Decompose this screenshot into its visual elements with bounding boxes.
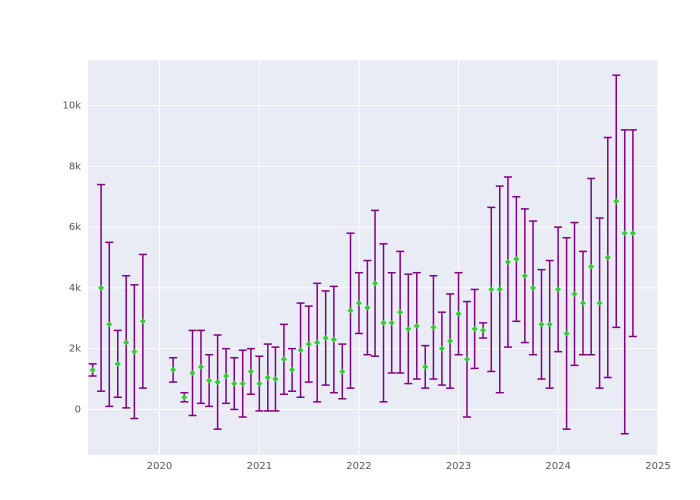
svg-text:10k: 10k [62,101,81,112]
svg-text:2023: 2023 [446,461,471,472]
svg-text:2020: 2020 [147,461,172,472]
svg-text:8k: 8k [69,161,81,172]
chart-container: 0 2k 4k 6k 8k 10k 2020 2021 2022 2023 2024 2025 [0,0,700,500]
svg-text:4k: 4k [69,283,81,294]
svg-text:2022: 2022 [346,461,371,472]
svg-text:2k: 2k [69,344,81,355]
svg-text:6k: 6k [69,222,81,233]
svg-text:2024: 2024 [545,461,570,472]
errorbar-chart: 0 2k 4k 6k 8k 10k 2020 2021 2022 2023 2024 2025 [0,0,700,500]
svg-text:2025: 2025 [645,461,670,472]
svg-text:2021: 2021 [247,461,272,472]
svg-text:0: 0 [75,404,81,415]
